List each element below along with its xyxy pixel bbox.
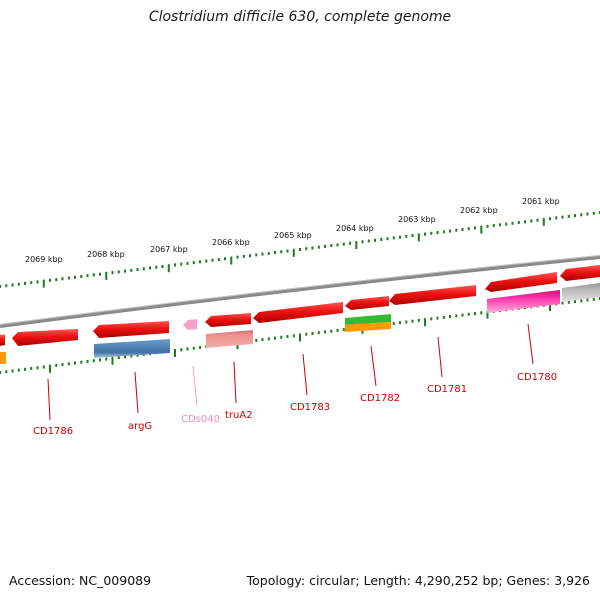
genome-backbone — [0, 255, 600, 328]
genome-summary: Topology: circular; Length: 4,290,252 bp… — [246, 573, 590, 588]
kbp-label-2067: 2067 kbp — [150, 245, 188, 254]
gene-label-cd1782[interactable]: CD1782 — [360, 393, 400, 404]
gene-track-reverse — [0, 265, 600, 346]
gene-arrow-cd1780[interactable] — [485, 272, 557, 292]
kbp-label-2064: 2064 kbp — [336, 224, 374, 233]
gene-label-cd1783[interactable]: CD1783 — [290, 402, 330, 413]
gene-label-truA2[interactable]: truA2 — [225, 410, 253, 421]
feature-green-cd1782[interactable] — [345, 314, 391, 325]
kbp-label-2062: 2062 kbp — [460, 206, 498, 215]
gene-arrow-cd1786[interactable] — [12, 329, 78, 346]
gene-arrow[interactable] — [0, 334, 5, 347]
kbp-label-2063: 2063 kbp — [398, 215, 436, 224]
gene-arrow-cd1783[interactable] — [253, 302, 343, 323]
gene-label-cd1780[interactable]: CD1780 — [517, 372, 557, 383]
gene-label-cds040[interactable]: CDs040 — [181, 414, 220, 425]
accession-text: Accession: NC_009089 — [9, 573, 152, 588]
feature-orange-cd1782[interactable] — [345, 322, 391, 332]
outer-ruler — [0, 211, 600, 288]
kbp-label-2061: 2061 kbp — [522, 197, 560, 206]
feature-magenta-cd1780[interactable] — [487, 290, 560, 313]
feature-blue-argG[interactable] — [94, 339, 170, 358]
map-title: Clostridium difficile 630, complete geno… — [148, 9, 452, 25]
kbp-label-2066: 2066 kbp — [212, 238, 250, 247]
kbp-label-2065: 2065 kbp — [274, 231, 312, 240]
gene-arrow-truA2[interactable] — [205, 313, 251, 327]
gene-label-argG[interactable]: argG — [128, 421, 152, 432]
kbp-label-2069: 2069 kbp — [25, 255, 63, 264]
feature-track — [0, 283, 600, 364]
kbp-label-2068: 2068 kbp — [87, 250, 125, 259]
feature-salmon-truA2[interactable] — [206, 330, 253, 348]
gene-arrow-argG[interactable] — [93, 321, 169, 338]
gene-arrow-cd1781[interactable] — [389, 285, 476, 305]
gene-arrow-right-edge[interactable] — [560, 265, 600, 281]
gene-label-cd1781[interactable]: CD1781 — [427, 384, 467, 395]
gene-arrow-cd1782[interactable] — [345, 296, 389, 310]
feature-orange-left[interactable] — [0, 352, 6, 364]
feature-grey-right[interactable] — [562, 283, 600, 302]
gene-label-cd1786[interactable]: CD1786 — [33, 426, 73, 437]
gene-arrow-cds040[interactable] — [183, 319, 197, 330]
